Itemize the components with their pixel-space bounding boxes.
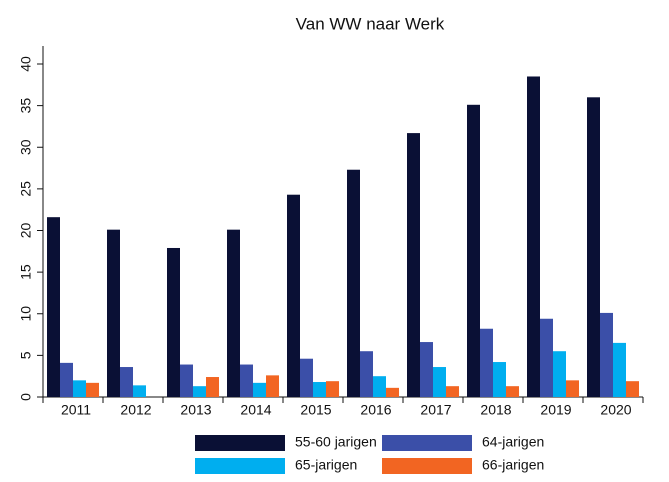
bar	[506, 386, 519, 397]
legend-swatch	[195, 435, 285, 451]
x-tick-label: 2011	[61, 402, 91, 418]
bar	[227, 229, 240, 397]
bar	[493, 362, 506, 397]
bar	[433, 367, 446, 397]
x-tick-label: 2019	[540, 402, 571, 418]
bar	[626, 381, 639, 397]
bar	[407, 133, 420, 397]
bar	[287, 194, 300, 397]
bar	[587, 97, 600, 398]
y-tick-label: 35	[18, 98, 34, 114]
y-tick-label: 10	[18, 306, 34, 322]
bar	[206, 377, 219, 397]
legend-swatch	[382, 435, 472, 451]
bar	[480, 328, 493, 397]
bar	[180, 364, 193, 397]
legend-swatch	[195, 458, 285, 474]
bar	[266, 375, 279, 397]
y-tick-label: 40	[18, 56, 34, 72]
bar	[107, 229, 120, 397]
x-tick-label: 2014	[240, 402, 271, 418]
bar	[527, 76, 540, 398]
bar	[47, 217, 60, 397]
bar	[253, 382, 266, 397]
legend-label: 65-jarigen	[295, 457, 357, 473]
bar	[240, 364, 253, 397]
bar	[540, 318, 553, 397]
bar	[600, 312, 613, 397]
bar	[446, 386, 459, 397]
bar	[373, 376, 386, 397]
x-tick-label: 2013	[180, 402, 211, 418]
bar	[313, 382, 326, 397]
bar	[420, 342, 433, 397]
bar	[133, 385, 146, 397]
x-tick-label: 2017	[420, 402, 451, 418]
x-tick-label: 2012	[120, 402, 151, 418]
y-tick-label: 0	[18, 393, 34, 401]
x-tick-label: 2016	[360, 402, 391, 418]
bar	[73, 380, 86, 397]
legend-label: 66-jarigen	[482, 457, 544, 473]
bar	[553, 351, 566, 397]
bar	[386, 387, 399, 397]
x-tick-label: 2020	[600, 402, 631, 418]
x-tick-label: 2018	[480, 402, 511, 418]
bar	[467, 104, 480, 397]
y-tick-label: 5	[18, 351, 34, 359]
y-tick-label: 15	[18, 264, 34, 280]
bar	[326, 381, 339, 397]
bar	[347, 169, 360, 397]
bar	[167, 247, 180, 397]
bar	[86, 382, 99, 397]
bar	[193, 386, 206, 397]
y-tick-label: 25	[18, 181, 34, 197]
bar	[60, 362, 73, 397]
bar	[566, 380, 579, 397]
legend-swatch	[382, 458, 472, 474]
legend-label: 55-60 jarigen	[295, 434, 377, 450]
x-tick-label: 2015	[300, 402, 331, 418]
y-tick-label: 30	[18, 139, 34, 155]
y-tick-label: 20	[18, 223, 34, 239]
chart-title: Van WW naar Werk	[296, 14, 445, 33]
bar	[360, 351, 373, 397]
legend-label: 64-jarigen	[482, 434, 544, 450]
bar	[300, 358, 313, 397]
bar	[120, 367, 133, 397]
bar	[613, 342, 626, 397]
